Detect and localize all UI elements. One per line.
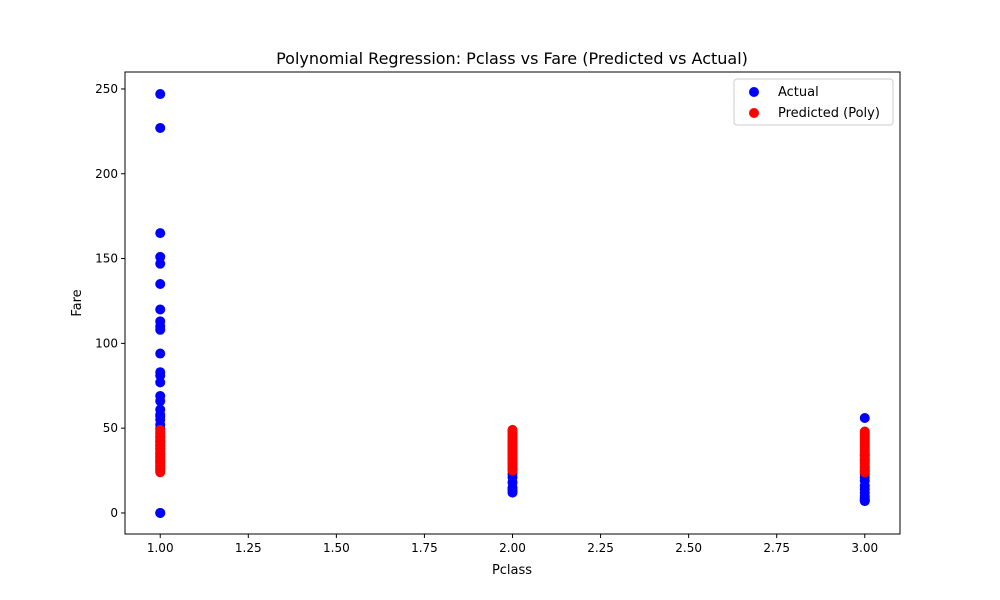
y-axis-label: Fare [70,289,85,316]
data-point [155,228,166,239]
data-point [155,304,166,315]
x-tick-label: 1.75 [411,541,438,555]
data-point [507,424,518,435]
data-point [859,412,870,423]
y-tick-label: 50 [103,421,118,435]
data-point [155,404,166,415]
x-tick-label: 1.50 [323,541,350,555]
legend-marker-actual [749,87,759,97]
data-point [155,348,166,359]
x-tick-label: 1.25 [235,541,262,555]
x-axis-label: Pclass [492,563,532,578]
data-point [155,424,166,435]
legend-marker-predicted [749,108,759,118]
legend: Actual Predicted (Poly) [733,78,894,126]
y-tick-label: 100 [95,336,118,350]
data-point [155,89,166,100]
data-point [155,316,166,327]
x-tick-label: 2.25 [587,541,614,555]
plot-area [124,71,901,535]
x-tick-label: 3.00 [851,541,878,555]
data-point [155,507,166,518]
y-axis: 0 50 100 150 200 250 [95,82,125,520]
legend-box [733,78,894,126]
x-tick-label: 1.00 [147,541,174,555]
y-tick-label: 250 [95,82,118,96]
y-tick-label: 0 [110,506,118,520]
data-point [155,390,166,401]
y-tick-label: 150 [95,252,118,266]
x-tick-label: 2.00 [499,541,526,555]
data-point [859,426,870,437]
series-predicted [155,424,870,478]
chart-title: Polynomial Regression: Pclass vs Fare (P… [276,49,748,68]
x-tick-label: 2.50 [675,541,702,555]
legend-label-actual: Actual [778,85,819,100]
y-tick-label: 200 [95,167,118,181]
data-point [155,279,166,290]
x-tick-label: 2.75 [763,541,790,555]
data-point [155,251,166,262]
data-point [155,367,166,378]
legend-label-predicted: Predicted (Poly) [778,106,880,121]
data-point [155,122,166,133]
x-axis: 1.00 1.25 1.50 1.75 2.00 2.25 2.50 2.75 3.00 [147,534,878,555]
data-points [155,89,870,518]
